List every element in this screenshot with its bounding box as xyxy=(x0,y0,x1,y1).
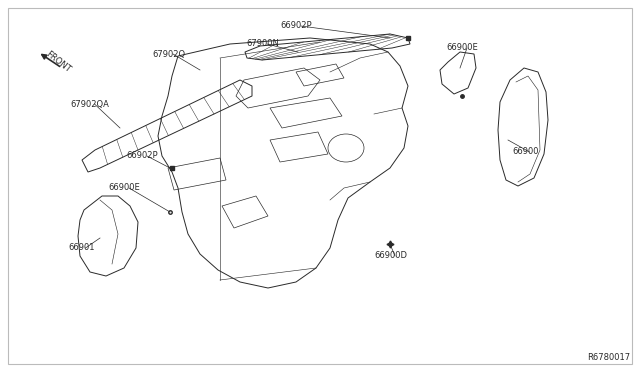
Text: 66900: 66900 xyxy=(512,148,538,157)
Text: 66902P: 66902P xyxy=(126,151,157,160)
Text: R6780017: R6780017 xyxy=(587,353,630,362)
Text: 67902Q: 67902Q xyxy=(152,49,185,58)
Text: 67900N: 67900N xyxy=(246,39,279,48)
Text: 66900E: 66900E xyxy=(446,44,477,52)
Text: 66900E: 66900E xyxy=(108,183,140,192)
Text: 67902QA: 67902QA xyxy=(70,99,109,109)
Text: 66900D: 66900D xyxy=(374,251,407,260)
Text: 66901: 66901 xyxy=(68,244,95,253)
Text: 66902P: 66902P xyxy=(280,22,312,31)
Text: FRONT: FRONT xyxy=(44,49,72,74)
